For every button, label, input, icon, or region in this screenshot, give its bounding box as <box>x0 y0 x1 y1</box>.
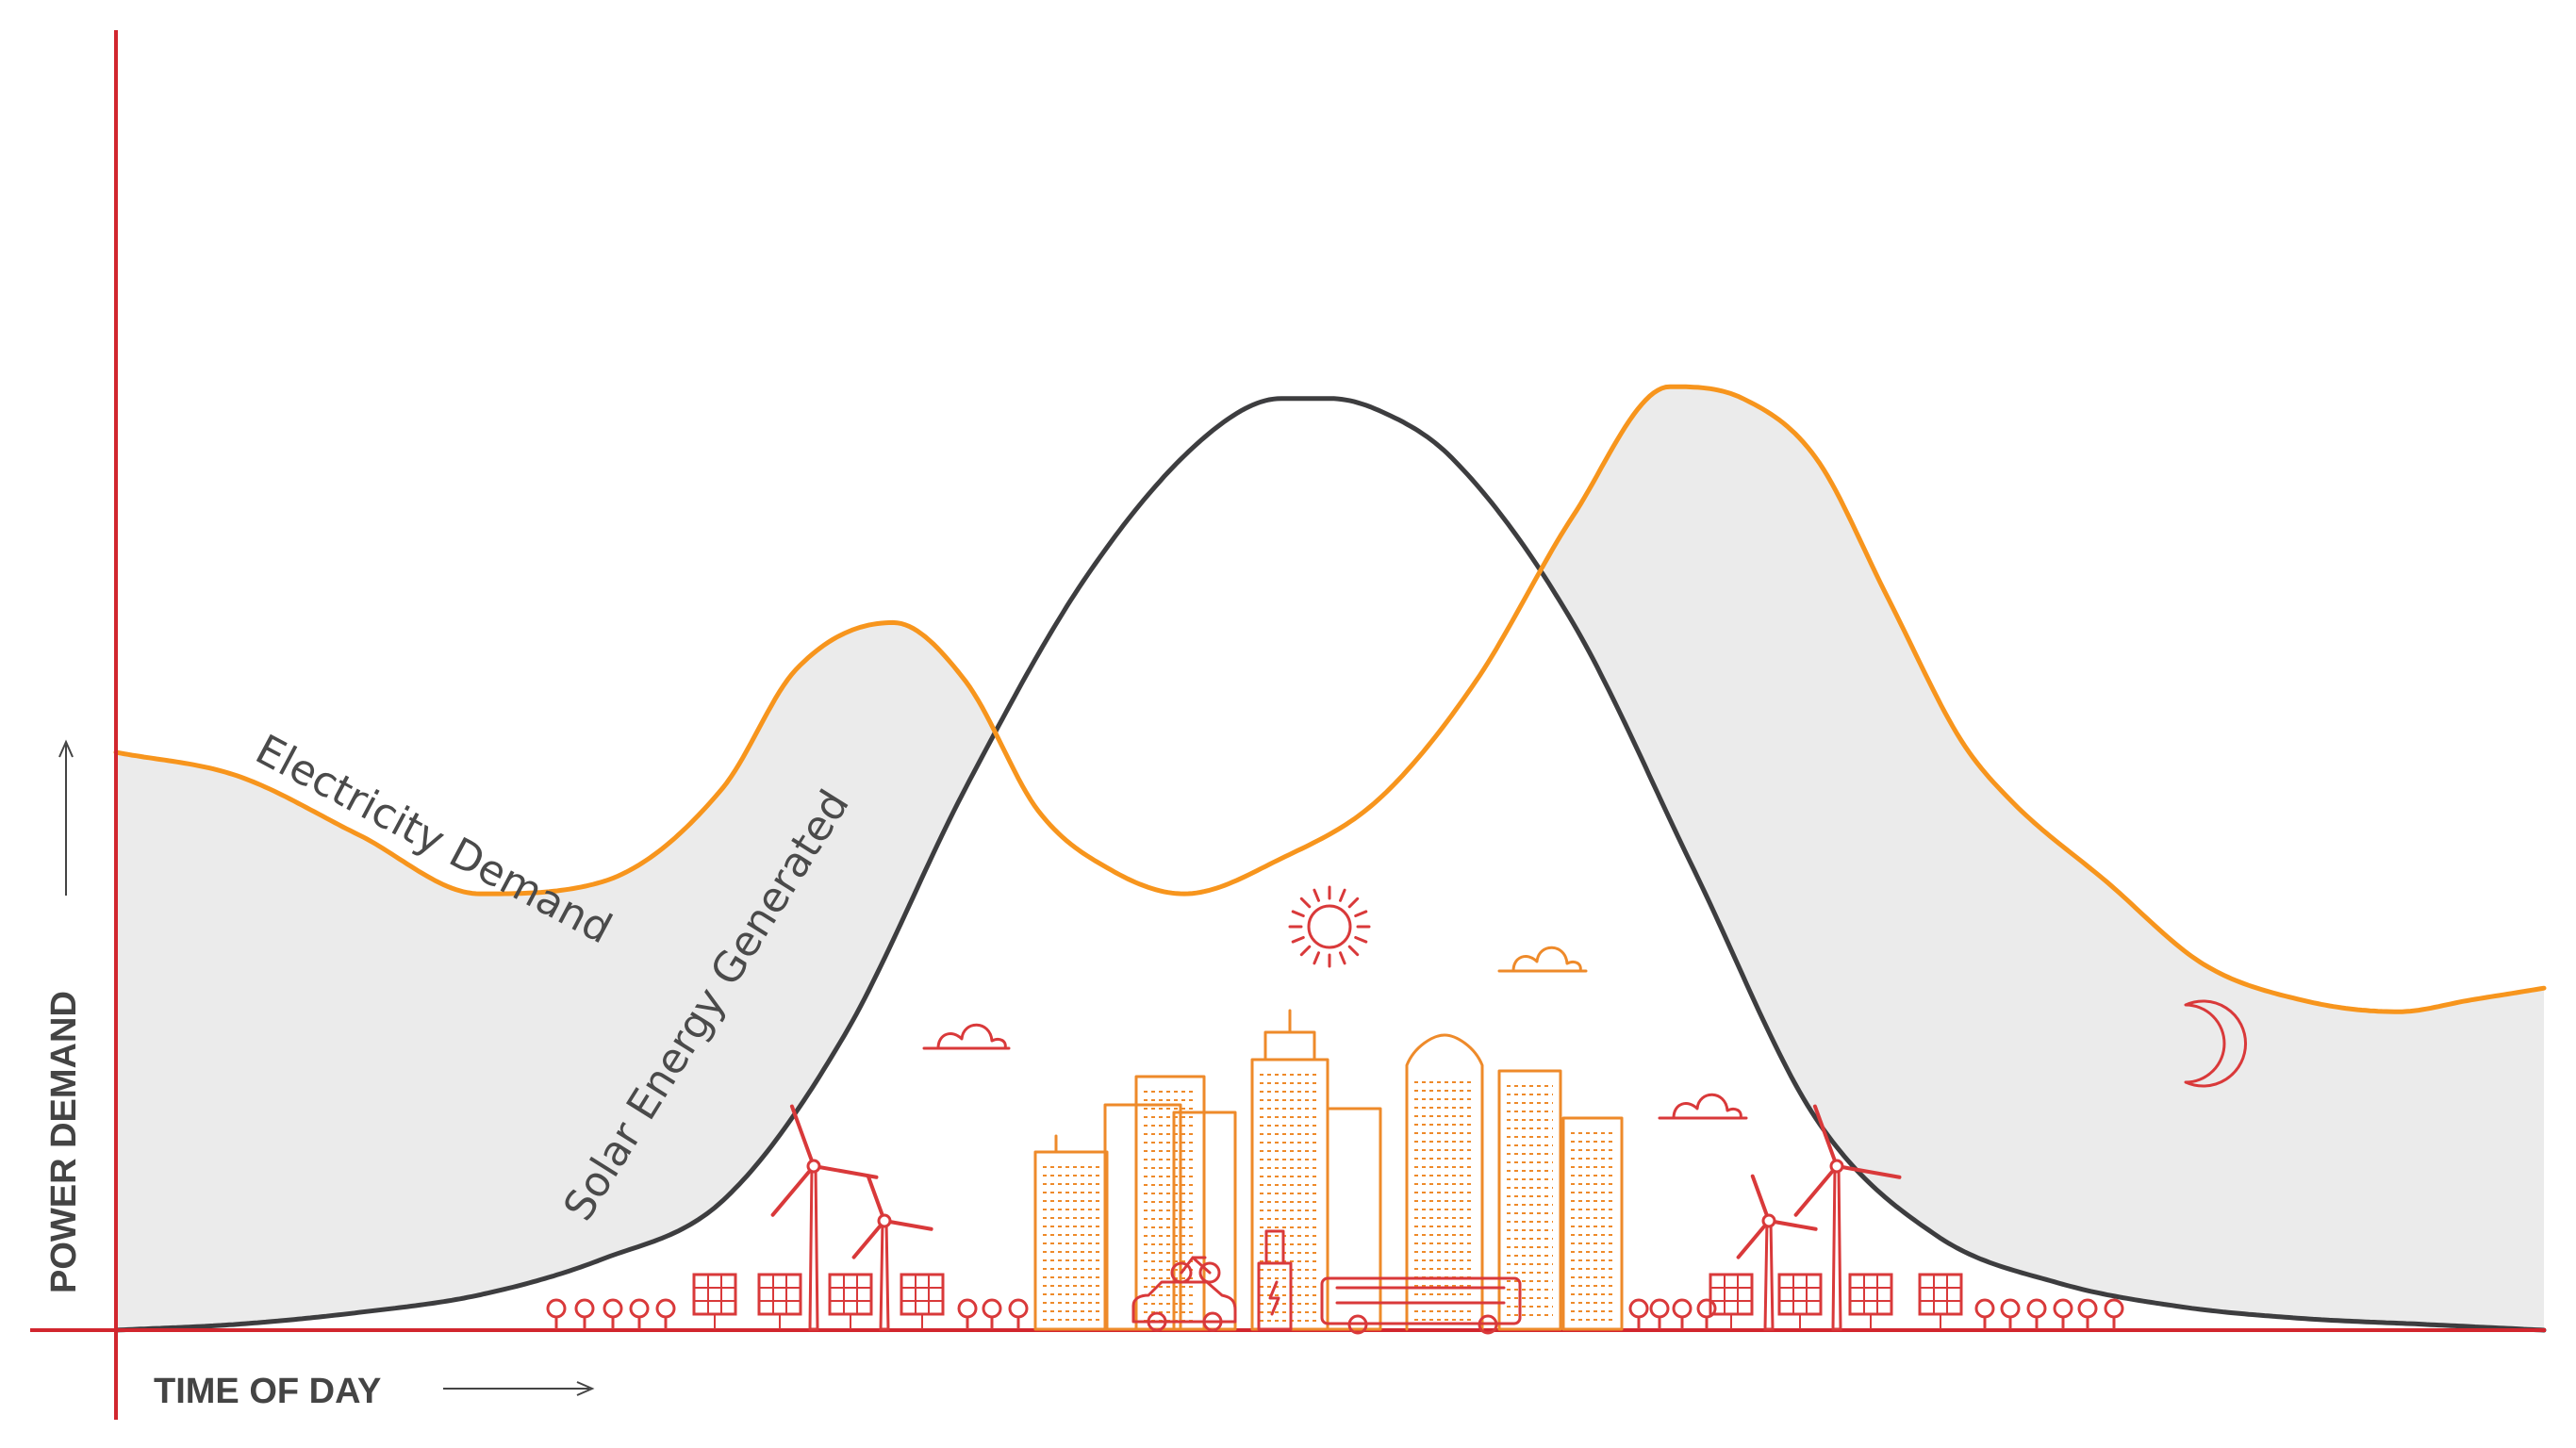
wind-turbine-icon <box>1793 1104 1902 1331</box>
x-axis-label: TIME OF DAY <box>154 1372 381 1411</box>
tree-icon <box>1008 1298 1029 1329</box>
tree-icon <box>1628 1298 1649 1329</box>
tree-icon <box>2026 1298 2047 1329</box>
shaded-gap-area <box>116 622 995 1330</box>
tree-icon <box>655 1298 676 1329</box>
tree-icon <box>982 1298 1002 1329</box>
solar-panel-icon <box>692 1273 737 1329</box>
bicycle-icon <box>1170 1256 1221 1284</box>
tree-icon <box>603 1298 623 1329</box>
shaded-gap-area <box>1544 387 2544 1330</box>
car-icon <box>1131 1280 1237 1332</box>
solar-energy-line <box>113 396 2547 1333</box>
solar-panel-icon <box>1777 1273 1823 1329</box>
solar-panel-icon <box>757 1273 802 1329</box>
tree-icon <box>574 1298 595 1329</box>
tree-icon <box>2053 1298 2073 1329</box>
tree-icon <box>1672 1298 1693 1329</box>
cloud-icon <box>1658 1093 1748 1120</box>
tree-icon <box>2000 1298 2021 1329</box>
bus-icon <box>1320 1276 1522 1335</box>
electricity-demand-line <box>113 384 2547 1014</box>
ev-charger-icon <box>1257 1229 1293 1331</box>
tree-icon <box>1974 1298 1995 1329</box>
cloud-icon <box>1497 946 1588 973</box>
tree-icon <box>546 1298 567 1329</box>
wind-turbine-icon <box>851 1174 933 1331</box>
moon-icon <box>2184 999 2247 1088</box>
wind-turbine-icon <box>1736 1174 1818 1331</box>
wind-turbines <box>770 1104 1902 1331</box>
cloud-icon <box>922 1023 1011 1050</box>
solar-panel-icon <box>1918 1273 1963 1329</box>
solar-panels <box>692 1273 1963 1329</box>
tree-icon <box>629 1298 650 1329</box>
tree-icon <box>957 1298 978 1329</box>
solar-panel-icon <box>828 1273 873 1329</box>
sun-icon <box>1288 885 1371 968</box>
solar-panel-icon <box>900 1273 945 1329</box>
tree-icon <box>2104 1298 2124 1329</box>
tree-icon <box>1696 1298 1717 1329</box>
tree-icon <box>1649 1298 1670 1329</box>
y-axis-arrow-icon <box>58 739 74 896</box>
trees <box>546 1298 2124 1329</box>
demand-gap-shading <box>116 387 2544 1330</box>
series-lines <box>113 384 2547 1333</box>
solar-panel-icon <box>1709 1273 1754 1329</box>
wind-turbine-icon <box>770 1104 879 1331</box>
y-axis-label: POWER DEMAND <box>44 991 84 1293</box>
solar-panel-icon <box>1848 1273 1893 1329</box>
x-axis-arrow-icon <box>443 1381 595 1396</box>
city-skyline-icon <box>1033 1009 1624 1331</box>
tree-icon <box>2077 1298 2098 1329</box>
